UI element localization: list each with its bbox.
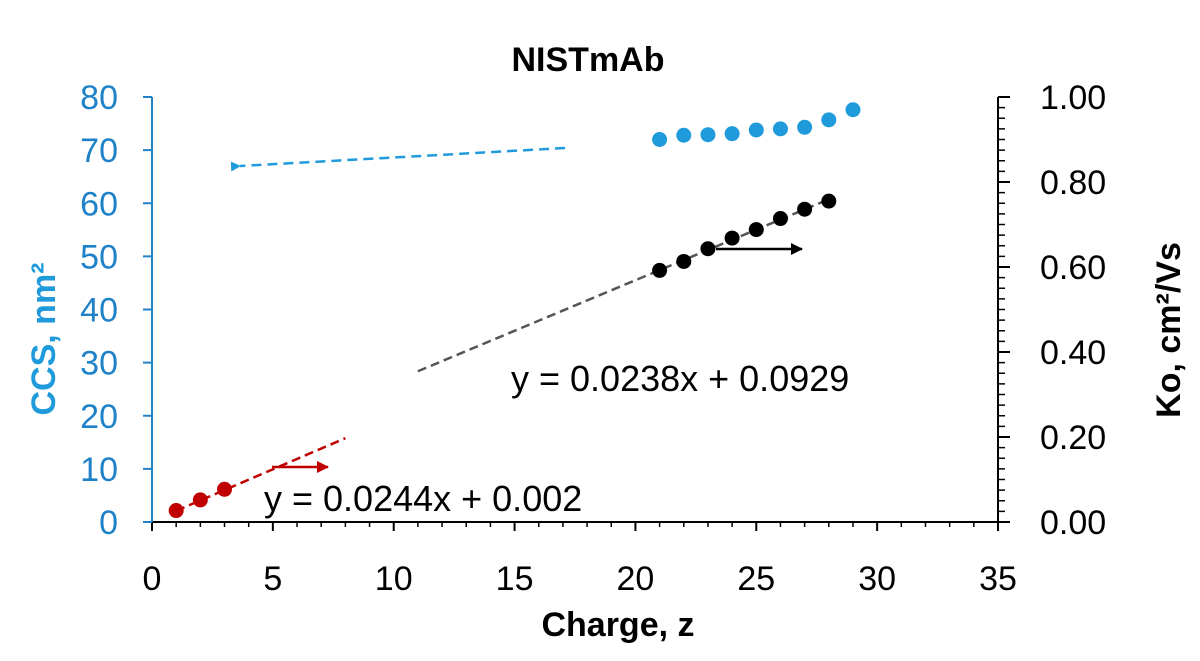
right-tick-label: 1.00 — [1040, 79, 1106, 117]
x-tick-label: 5 — [263, 560, 282, 598]
ticks — [143, 96, 1010, 531]
chart-title: NISTmAb — [512, 41, 665, 79]
data-point-series-1 — [700, 241, 716, 257]
trendline-0 — [417, 198, 830, 373]
arrows — [230, 146, 803, 473]
data-point-series-1 — [821, 193, 837, 209]
x-tick-label: 10 — [375, 560, 413, 598]
right-tick-label: 0.40 — [1040, 334, 1106, 372]
x-tick-label: 20 — [617, 560, 655, 598]
data-point-series-2 — [217, 481, 233, 497]
x-tick-label: 30 — [858, 560, 896, 598]
data-point-series-0 — [797, 119, 813, 135]
data-point-series-1 — [676, 253, 692, 269]
right-tick-label: 0.60 — [1040, 249, 1106, 287]
right-tick-label: 0.80 — [1040, 164, 1106, 202]
x-axis-label: Charge, z — [541, 606, 694, 644]
right-axis-label: Ko, cm²/Vs — [1150, 242, 1188, 418]
left-tick-label: 50 — [80, 238, 118, 276]
axes — [151, 97, 999, 523]
data-point-series-0 — [652, 132, 668, 147]
data-point-series-1 — [772, 211, 788, 227]
data-point-series-0 — [821, 112, 837, 128]
left-axis-label: CCS, nm² — [25, 263, 63, 416]
data-point-series-0 — [772, 121, 788, 137]
x-tick-label: 35 — [979, 560, 1017, 598]
data-point-series-0 — [676, 127, 692, 143]
x-tick-label: 0 — [143, 560, 162, 598]
tick-labels: 0 5 10 15 20 25 30 35 0 10 20 30 40 50 60 70 80 0.00 0.20 0… — [80, 79, 1106, 598]
left-tick-label: 70 — [80, 132, 118, 170]
left-tick-label: 40 — [80, 292, 118, 330]
left-tick-label: 80 — [80, 79, 118, 117]
data-point-series-1 — [652, 262, 668, 278]
data-point-series-2 — [192, 492, 208, 508]
equation-black: y = 0.0238x + 0.0929 — [511, 358, 849, 399]
data-point-series-1 — [724, 230, 740, 246]
data-point-series-0 — [700, 127, 716, 143]
data-point-series-0 — [748, 122, 764, 138]
left-tick-label: 60 — [80, 185, 118, 223]
data-point-series-0 — [845, 102, 861, 118]
data-point-series-1 — [748, 222, 764, 238]
left-tick-label: 30 — [80, 345, 118, 383]
trendlines — [175, 198, 830, 512]
left-tick-label: 10 — [80, 451, 118, 489]
x-tick-label: 15 — [496, 560, 534, 598]
x-tick-label: 25 — [737, 560, 775, 598]
arrow-ccs-left — [230, 146, 566, 172]
data-points — [168, 102, 861, 519]
data-point-series-2 — [168, 503, 184, 519]
data-point-series-1 — [797, 201, 813, 217]
left-tick-label: 20 — [80, 398, 118, 436]
data-point-series-0 — [724, 126, 740, 142]
right-tick-label: 0.00 — [1040, 504, 1106, 542]
right-tick-label: 0.20 — [1040, 419, 1106, 457]
equation-red: y = 0.0244x + 0.002 — [264, 478, 582, 519]
left-tick-label: 0 — [99, 504, 118, 542]
